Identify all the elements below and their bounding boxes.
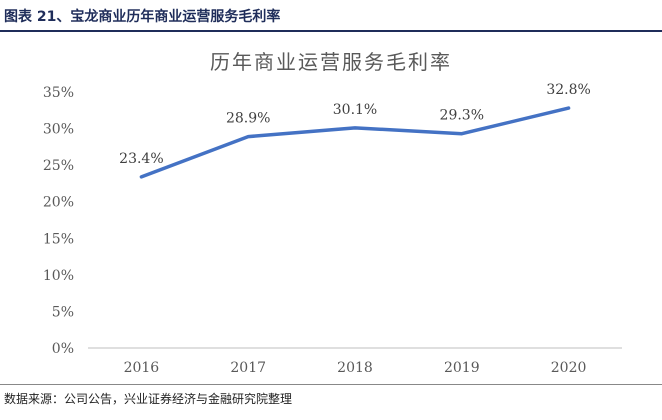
x-tick-label: 2016 xyxy=(124,360,160,376)
figure-header: 图表 21、宝龙商业历年商业运营服务毛利率 xyxy=(0,0,662,32)
chart-area: 历年商业运营服务毛利率 0% 5% 10% 15% 20% 25% 30% 35% 2016 20… xyxy=(0,32,662,384)
figure-caption: 图表 21、宝龙商业历年商业运营服务毛利率 xyxy=(4,9,281,25)
header-rule xyxy=(0,30,662,32)
data-label: 29.3% xyxy=(440,108,484,124)
y-tick-label: 30% xyxy=(43,122,74,138)
x-tick-label: 2019 xyxy=(444,360,480,376)
y-tick-label: 10% xyxy=(43,268,74,284)
data-label: 32.8% xyxy=(546,82,590,98)
y-tick-label: 5% xyxy=(52,304,74,320)
footer-rule xyxy=(0,384,662,385)
data-label: 23.4% xyxy=(119,151,163,167)
series-line xyxy=(139,106,571,179)
data-label: 28.9% xyxy=(226,111,270,127)
y-tick-label: 35% xyxy=(43,85,74,101)
y-tick-label: 15% xyxy=(43,231,74,247)
x-tick-label: 2018 xyxy=(337,360,373,376)
chart-title: 历年商业运营服务毛利率 xyxy=(210,50,452,74)
y-tick-label: 0% xyxy=(52,341,74,357)
line-chart: 0% 5% 10% 15% 20% 25% 30% 35% 2016 2017 2018 2019 20… xyxy=(43,82,622,376)
x-tick-label: 2017 xyxy=(230,360,266,376)
source-note: 数据来源：公司公告，兴业证券经济与金融研究院整理 xyxy=(4,392,293,406)
data-label: 30.1% xyxy=(333,102,377,118)
y-tick-label: 25% xyxy=(43,158,74,174)
y-tick-label: 20% xyxy=(43,195,74,211)
x-tick-label: 2020 xyxy=(551,360,587,376)
